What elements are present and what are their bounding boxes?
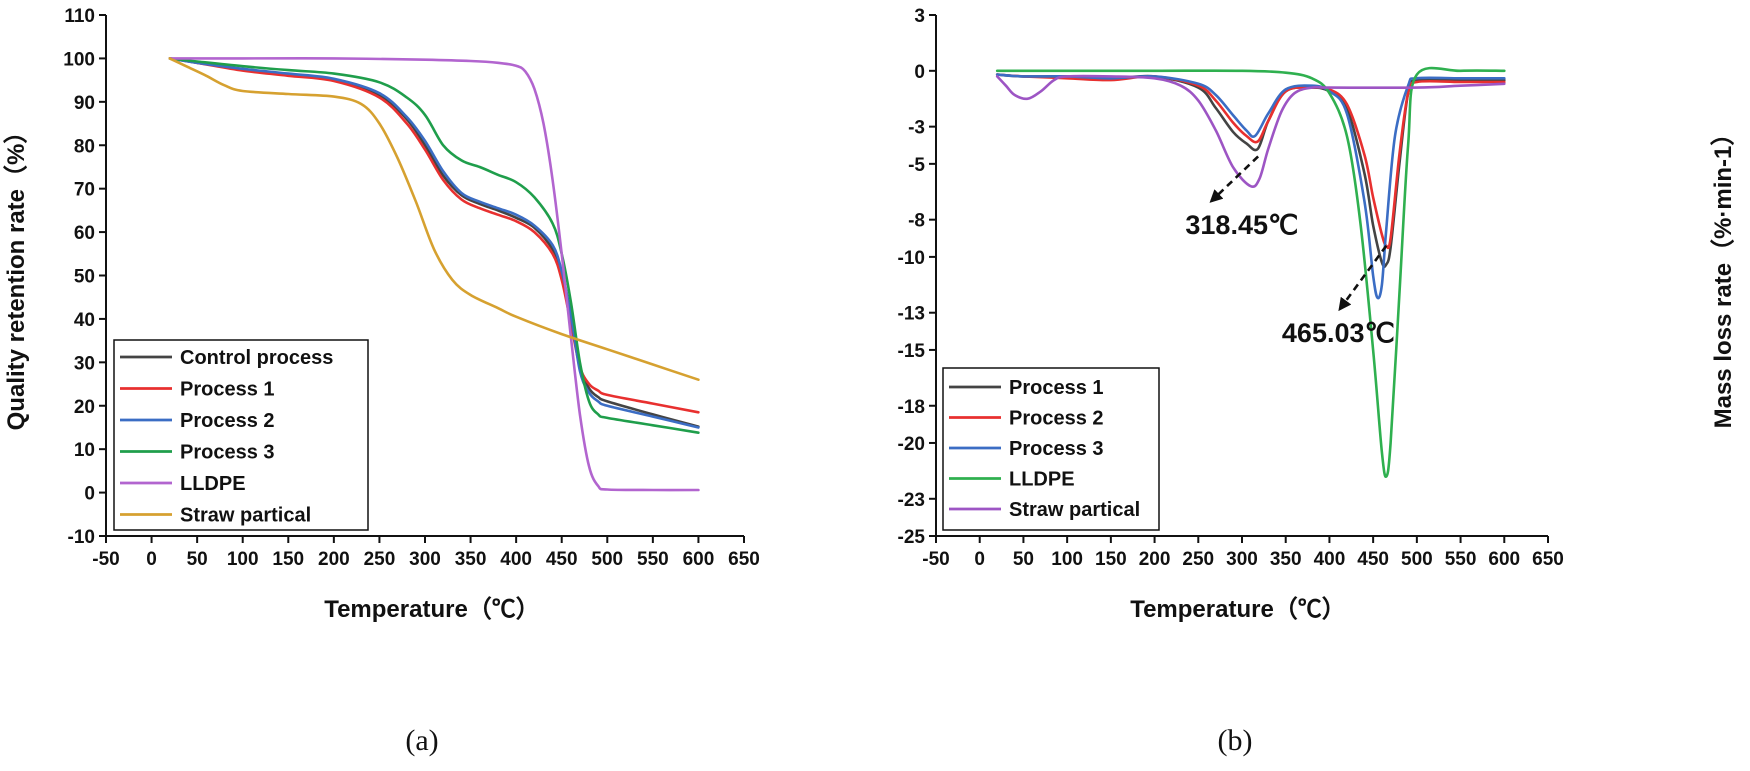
y-tick-label: -10 — [68, 527, 95, 548]
y-tick-label: 110 — [64, 6, 95, 27]
y-tick-label: 3 — [914, 6, 925, 27]
legend-entry: Process 1 — [1009, 377, 1104, 399]
x-tick-label: -50 — [922, 549, 949, 570]
y-tick-label: 0 — [84, 484, 95, 505]
y-tick-label: 50 — [74, 267, 95, 288]
y-axis-title-a: Quality retention rate（%） — [3, 120, 30, 431]
series-line-straw-partical — [168, 57, 700, 381]
legend-entry: Process 2 — [1009, 408, 1104, 430]
y-tick-label: -10 — [898, 248, 925, 269]
axes-a: -10 0 10 20 30 40 50 60 70 80 90 100 110 -50 0 50 100 150… — [63, 6, 760, 570]
y-tick-label: 80 — [74, 136, 95, 157]
y-tick-label: 40 — [74, 310, 95, 331]
x-tick-label: 100 — [1051, 549, 1083, 570]
x-tick-label: 100 — [227, 549, 259, 570]
x-tick-label: 450 — [546, 549, 578, 570]
y-tick-label: -5 — [908, 155, 925, 176]
x-tick-label: 250 — [364, 549, 396, 570]
x-tick-label: 650 — [728, 549, 760, 570]
y-tick-label: 70 — [74, 180, 95, 201]
y-tick-label: -8 — [908, 211, 925, 232]
legend-a: Control process Process 1 Process 2 Process… — [113, 339, 369, 531]
legend-entry: Process 3 — [180, 442, 275, 464]
x-tick-label: 50 — [1013, 549, 1034, 570]
legend-entry: Straw partical — [1009, 499, 1140, 521]
panel-label-a: (a) — [405, 724, 438, 757]
series-line-straw-partical — [995, 74, 1506, 188]
x-tick-label: 300 — [409, 549, 441, 570]
y-tick-label: 90 — [74, 93, 95, 114]
legend-b: Process 1 Process 2 Process 3 LLDPE Straw pa… — [942, 367, 1160, 531]
x-tick-label: 600 — [1488, 549, 1520, 570]
y-tick-label: -15 — [898, 341, 926, 362]
x-tick-label: 650 — [1532, 549, 1564, 570]
annotation-label: 318.45℃ — [1185, 210, 1298, 240]
series-a — [168, 57, 700, 492]
series-line-process-3 — [168, 57, 700, 434]
x-tick-label: 300 — [1226, 549, 1258, 570]
series-line-process-2 — [168, 57, 700, 429]
legend-box — [113, 339, 369, 531]
x-tick-label: 350 — [455, 549, 487, 570]
annotation-arrow — [1338, 244, 1388, 312]
x-tick-label: 500 — [1401, 549, 1433, 570]
x-tick-label: 550 — [637, 549, 669, 570]
annotation-label: 465.03℃ — [1282, 318, 1395, 348]
annotations-b: 318.45℃ 465.03℃ — [1185, 155, 1395, 348]
legend-entry: Process 2 — [180, 410, 275, 432]
legend-entry: LLDPE — [180, 473, 246, 495]
x-tick-label: 150 — [1095, 549, 1127, 570]
x-tick-label: 500 — [591, 549, 623, 570]
y-tick-label: -23 — [898, 490, 925, 511]
x-axis-title-b: Temperature（℃） — [1130, 596, 1346, 623]
y-axis-title-b: Mass loss rate（%·min-1） — [1710, 122, 1737, 429]
x-tick-label: 350 — [1270, 549, 1302, 570]
annotation-arrow — [1209, 155, 1260, 203]
y-tick-label: 10 — [74, 440, 95, 461]
axes-b: 3 0 -3 -5 -8 -10 -13 -15 -18 -20 -23 -25-50 0 50 100 15… — [898, 6, 1564, 570]
legend-entry: Control process — [180, 347, 333, 369]
series-line-lldpe — [995, 66, 1506, 479]
y-tick-label: -3 — [908, 118, 925, 139]
series-line-process-1 — [168, 57, 700, 414]
x-tick-label: 200 — [318, 549, 350, 570]
legend-entry: Process 3 — [1009, 438, 1104, 460]
x-tick-label: -50 — [92, 549, 119, 570]
series-line-lldpe — [168, 57, 700, 492]
x-tick-label: 150 — [272, 549, 304, 570]
chart-a-tga: -10 0 10 20 30 40 50 60 70 80 90 100 110 -50 0 50 100 150… — [3, 6, 760, 757]
y-tick-label: -20 — [898, 434, 925, 455]
y-tick-label: -18 — [898, 397, 925, 418]
legend-entry: Process 1 — [180, 379, 275, 401]
x-axis-title-a: Temperature（℃） — [324, 596, 540, 623]
y-tick-label: 100 — [63, 49, 95, 70]
y-tick-label: 60 — [74, 223, 95, 244]
x-tick-label: 50 — [187, 549, 208, 570]
x-tick-label: 450 — [1357, 549, 1389, 570]
x-tick-label: 250 — [1182, 549, 1214, 570]
x-tick-label: 200 — [1139, 549, 1171, 570]
x-tick-label: 0 — [974, 549, 985, 570]
y-tick-label: 20 — [74, 397, 95, 418]
x-tick-label: 0 — [146, 549, 157, 570]
series-b — [995, 66, 1506, 479]
chart-b-dtg: 3 0 -3 -5 -8 -10 -13 -15 -18 -20 -23 -25-50 0 50 100 15… — [898, 6, 1737, 757]
legend-entry: LLDPE — [1009, 469, 1075, 491]
x-tick-label: 600 — [683, 549, 715, 570]
x-tick-label: 550 — [1445, 549, 1477, 570]
x-tick-label: 400 — [1314, 549, 1346, 570]
y-tick-label: 0 — [914, 62, 925, 83]
y-tick-label: -13 — [898, 304, 925, 325]
panel-label-b: (b) — [1218, 724, 1253, 757]
y-tick-label: 30 — [74, 353, 95, 374]
legend-entry: Straw partical — [180, 505, 311, 527]
y-tick-label: -25 — [898, 527, 926, 548]
x-tick-label: 400 — [500, 549, 532, 570]
